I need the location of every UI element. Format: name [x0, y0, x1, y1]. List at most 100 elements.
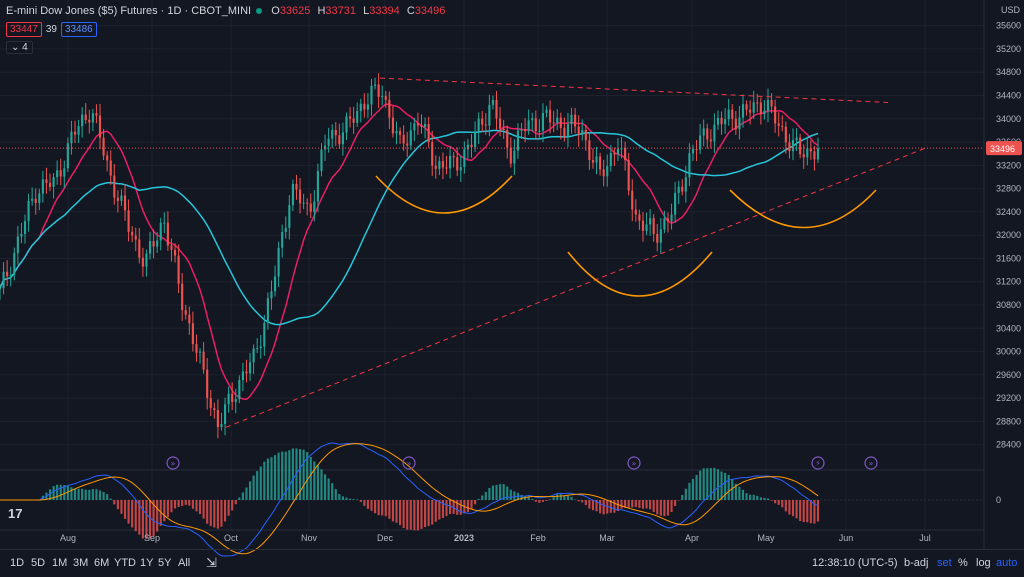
histogram-bar — [566, 495, 570, 500]
histogram-bar — [584, 500, 587, 506]
candle-body — [298, 189, 302, 204]
candle-body — [688, 153, 691, 178]
candle-body — [620, 148, 623, 150]
range-3m[interactable]: 3M — [73, 557, 89, 569]
candle-body — [223, 404, 227, 424]
range-5d[interactable]: 5D — [31, 557, 46, 569]
candle-body — [9, 274, 12, 277]
candle-body — [388, 99, 391, 118]
high-value: 33731 — [325, 5, 357, 17]
range-all[interactable]: All — [178, 557, 191, 569]
histogram-bar — [291, 448, 294, 500]
histogram-bar — [123, 500, 127, 519]
histogram-bar — [595, 500, 598, 512]
candle-body — [513, 150, 516, 164]
badj-toggle[interactable]: b-adj — [904, 557, 929, 569]
histogram-bar — [73, 488, 77, 500]
candle-body — [570, 114, 573, 125]
range-1m[interactable]: 1M — [52, 557, 68, 569]
histogram-bar — [156, 500, 159, 532]
candle-body — [645, 224, 648, 231]
histogram-bar — [745, 493, 748, 500]
range-6m[interactable]: 6M — [94, 557, 110, 569]
histogram-bar — [70, 487, 73, 500]
histogram-bar — [484, 492, 487, 500]
histogram-bar — [88, 489, 91, 500]
currency-label[interactable]: USD — [1000, 5, 1020, 15]
histogram-bar — [141, 500, 144, 539]
candle-body — [627, 160, 630, 191]
histogram-bar — [377, 500, 380, 516]
log-toggle[interactable]: log — [976, 557, 991, 569]
histogram-bar — [570, 497, 573, 500]
price-tick-label: 31200 — [996, 277, 1021, 287]
event-arrow-icon[interactable] — [864, 456, 878, 470]
candle-body — [381, 96, 384, 98]
candle-body — [502, 128, 505, 131]
histogram-bar — [452, 500, 455, 514]
symbol-title[interactable]: E-mini Dow Jones ($5) Futures · 1D · CBO… — [6, 5, 252, 17]
dividend-lightning-icon[interactable] — [811, 456, 825, 470]
indicators-collapse-button[interactable]: ⌄ 4 — [6, 41, 33, 54]
event-arrow-icon[interactable] — [166, 456, 180, 470]
candle-body — [602, 169, 605, 177]
histogram-bar — [313, 461, 316, 500]
candle-body — [27, 200, 30, 222]
chevron-down-icon: ⌄ — [11, 42, 20, 53]
histogram-bar — [95, 489, 98, 500]
histogram-bar — [445, 500, 448, 517]
candle-body — [366, 104, 369, 110]
session-set-toggle[interactable]: set — [937, 557, 952, 569]
candle-body — [677, 186, 680, 193]
histogram-bar — [716, 469, 720, 500]
histogram-bar — [206, 500, 209, 524]
candle-body — [352, 118, 355, 123]
candle-body — [331, 129, 334, 139]
histogram-bar — [806, 500, 809, 523]
candle-body — [195, 344, 198, 353]
range-5y[interactable]: 5Y — [158, 557, 172, 569]
range-1d[interactable]: 1D — [10, 557, 25, 569]
histogram-bar — [348, 498, 352, 500]
candle-body — [641, 220, 645, 231]
histogram-bar — [581, 500, 584, 503]
event-arrow-icon[interactable] — [627, 456, 641, 470]
histogram-bar — [106, 494, 109, 500]
sell-price-pill[interactable]: 33447 — [6, 22, 42, 37]
histogram-bar — [245, 487, 248, 500]
range-ytd[interactable]: YTD — [114, 557, 136, 569]
event-arrow-icon[interactable] — [402, 456, 416, 470]
histogram-bar — [506, 486, 509, 500]
candle-body — [591, 159, 595, 163]
candle-body — [134, 235, 137, 240]
candle-body — [731, 109, 734, 119]
histogram-bar — [691, 478, 695, 500]
calendar-goto-icon[interactable]: ⇲ — [206, 555, 217, 570]
histogram-bar — [499, 484, 502, 500]
price-tick-label: 28400 — [996, 440, 1021, 450]
histogram-bar — [191, 500, 194, 509]
clock-readout[interactable]: 12:38:10 (UTC-5) — [812, 557, 898, 569]
candle-body — [431, 142, 434, 166]
price-tick-label: 30000 — [996, 347, 1021, 357]
range-1y[interactable]: 1Y — [140, 557, 154, 569]
arc-left-shoulder — [375, 175, 513, 214]
candle-body — [413, 123, 416, 131]
histogram-bar — [763, 497, 766, 500]
histogram-bar — [270, 457, 273, 500]
histogram-bar — [477, 498, 480, 500]
candle-body — [206, 369, 209, 399]
percent-toggle[interactable]: % — [958, 557, 968, 569]
buy-price-pill[interactable]: 33486 — [60, 22, 97, 37]
candle-body — [491, 99, 495, 105]
histogram-bar — [706, 468, 709, 500]
candle-body — [295, 183, 298, 190]
candle-body — [466, 144, 470, 150]
candle-body — [356, 110, 359, 123]
histogram-bar — [802, 500, 805, 523]
candle-body — [138, 239, 141, 258]
auto-scale-toggle[interactable]: auto — [996, 557, 1018, 569]
histogram-bar — [363, 500, 366, 506]
candle-body — [449, 155, 452, 169]
